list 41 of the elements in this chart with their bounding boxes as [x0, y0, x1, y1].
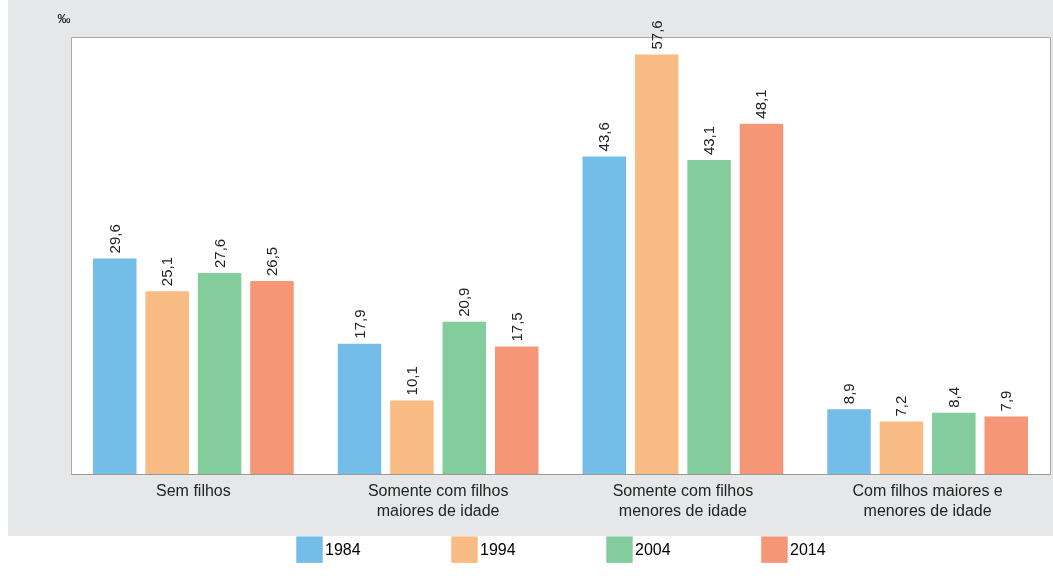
data-label: 27,6	[210, 238, 228, 268]
y-axis-title: ‰	[57, 10, 71, 26]
data-label: 43,1	[700, 125, 718, 156]
bar	[93, 258, 137, 474]
data-label: 48,1	[752, 89, 770, 119]
data-label: 25,1	[158, 256, 176, 287]
bar	[932, 412, 976, 474]
bar	[145, 291, 189, 474]
bar	[739, 123, 784, 474]
data-label: 17,5	[507, 312, 525, 342]
data-label: 26,5	[262, 246, 280, 276]
data-label: 57,6	[647, 20, 665, 50]
data-label: 20,9	[455, 287, 473, 317]
data-label: 43,6	[595, 122, 613, 152]
bar	[582, 156, 627, 474]
bar	[250, 280, 294, 474]
legend-label: 1994	[480, 540, 516, 558]
x-tick-label: Somente com filhos maiores de idade	[367, 481, 509, 519]
data-label: 10,1	[402, 366, 420, 396]
data-label: 8,9	[840, 383, 858, 405]
bar	[634, 54, 679, 474]
bar	[687, 160, 731, 474]
bar	[197, 272, 242, 474]
x-tick-label: Sem filhos	[156, 481, 231, 499]
legend-label: 1984	[325, 540, 361, 558]
data-label: 8,4	[944, 386, 962, 408]
bar	[337, 343, 382, 474]
bar	[442, 321, 487, 474]
bar	[827, 409, 871, 474]
data-label: 7,9	[997, 390, 1015, 412]
bar	[984, 416, 1028, 474]
bar	[390, 400, 434, 474]
x-tick-label: Com filhos maiores e menores de idade	[852, 481, 1003, 519]
legend-label: 2014	[790, 540, 826, 558]
x-tick-label: Somente com filhos menores de idade	[612, 481, 754, 519]
data-label: 17,9	[350, 309, 368, 339]
bar	[879, 421, 924, 474]
bar	[494, 346, 539, 474]
data-label: 29,6	[105, 224, 123, 254]
data-label: 7,2	[892, 395, 910, 417]
legend-label: 2004	[635, 540, 671, 558]
